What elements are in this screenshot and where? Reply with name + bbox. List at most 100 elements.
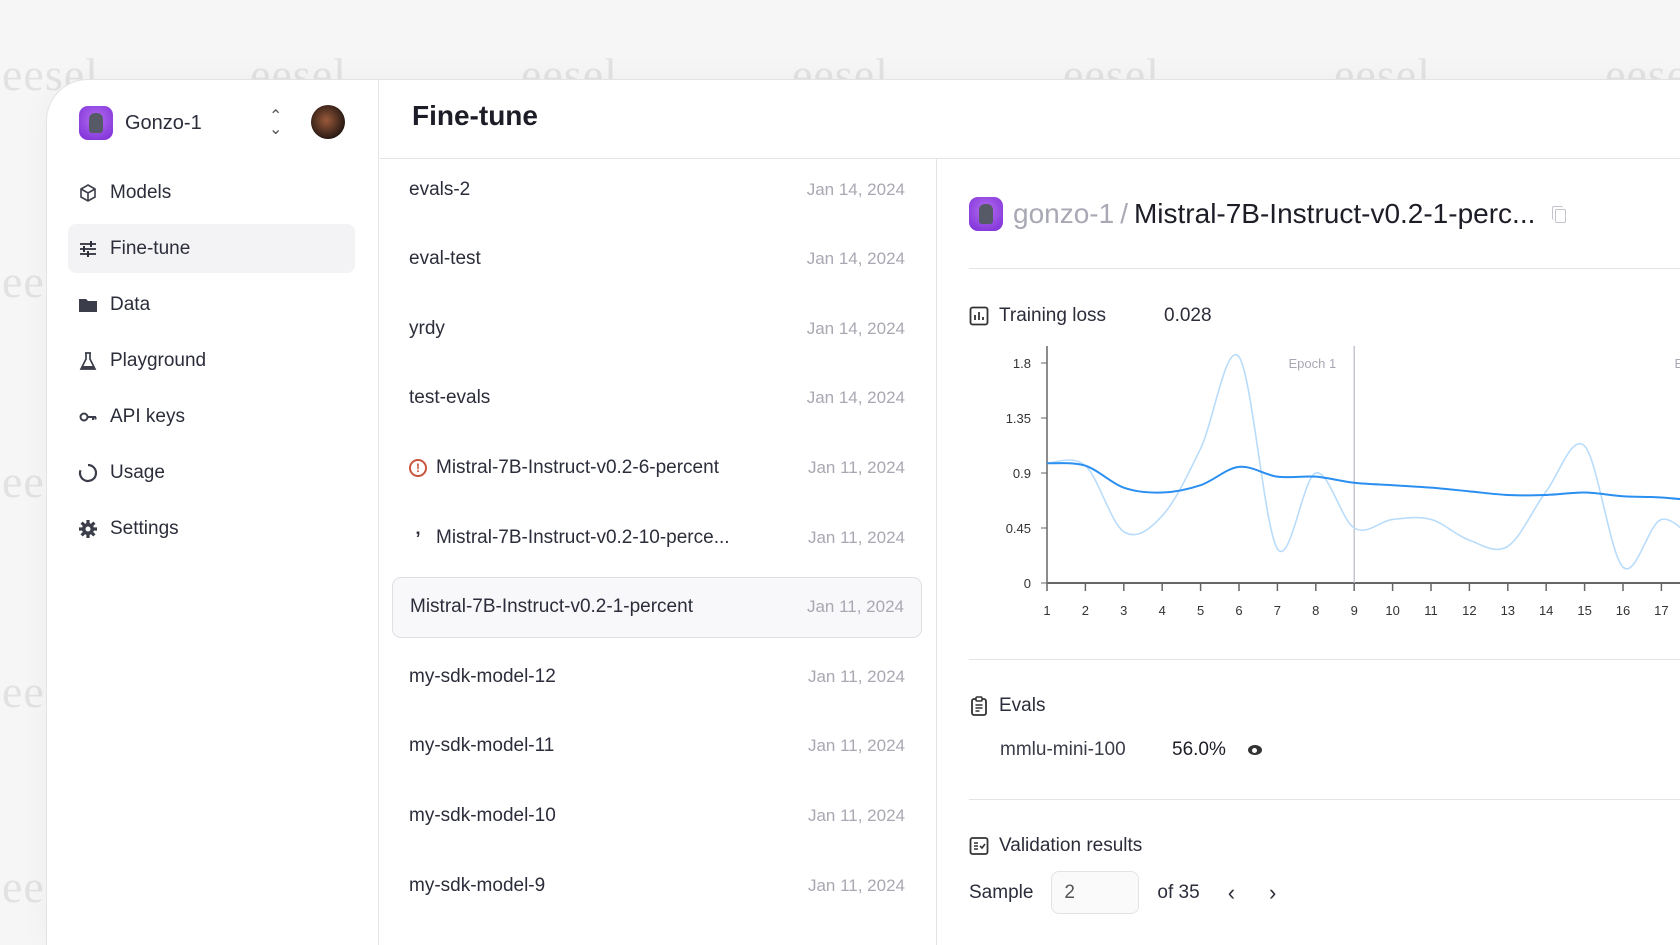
x-tick-label: 14: [1539, 603, 1553, 618]
eval-row: mmlu-mini-100 56.0%: [1000, 739, 1262, 761]
chevron-right-icon[interactable]: ›: [1269, 879, 1277, 905]
y-tick-label: 1.35: [1006, 411, 1031, 426]
sidebar-item-api-keys[interactable]: API keys: [68, 392, 355, 441]
bar-chart-icon: [969, 306, 989, 326]
x-tick-label: 3: [1120, 603, 1127, 618]
sidebar-item-label: API keys: [110, 405, 185, 427]
list-item[interactable]: test-evals Jan 14, 2024: [392, 368, 922, 429]
y-tick-label: 0.9: [1013, 466, 1031, 481]
x-tick-label: 5: [1197, 603, 1204, 618]
list-item[interactable]: eval-test Jan 14, 2024: [392, 229, 922, 290]
checklist-icon: [969, 837, 989, 855]
cube-icon: [78, 183, 98, 203]
item-name: Mistral-7B-Instruct-v0.2-1-percent: [410, 596, 693, 618]
training-loss-value: 0.028: [1164, 305, 1212, 326]
list-item[interactable]: evals-2 Jan 14, 2024: [392, 159, 922, 220]
error-icon: !: [409, 458, 427, 477]
divider: [969, 799, 1680, 800]
divider: [969, 659, 1680, 660]
breadcrumb-separator: /: [1120, 198, 1128, 229]
sidebar-item-playground[interactable]: Playground: [68, 336, 355, 385]
sidebar-item-label: Fine-tune: [110, 237, 191, 259]
item-date: Jan 11, 2024: [807, 736, 905, 756]
item-date: Jan 14, 2024: [806, 388, 905, 408]
item-date: Jan 11, 2024: [807, 527, 905, 547]
list-item[interactable]: my-sdk-model-11 Jan 11, 2024: [392, 716, 922, 777]
loss-series-raw-line: [1046, 353, 1680, 570]
item-name: Mistral-7B-Instruct-v0.2-10-perce...: [436, 526, 730, 548]
chevron-up-down-icon[interactable]: ⌃ ⌄: [269, 108, 283, 138]
evals-header: Evals: [969, 695, 1045, 717]
chevron-left-icon[interactable]: ‹: [1227, 879, 1236, 905]
sidebar-item-data[interactable]: Data: [68, 280, 355, 329]
user-avatar[interactable]: [311, 105, 345, 139]
list-item[interactable]: yrdy Jan 14, 2024: [392, 298, 922, 359]
sample-pager: Sample 2 of 35 ‹ ›: [969, 871, 1282, 914]
sidebar-item-models[interactable]: Models: [68, 168, 355, 217]
validation-label: Validation results: [999, 835, 1143, 856]
evals-label: Evals: [999, 695, 1046, 716]
x-tick-label: 12: [1462, 603, 1476, 618]
org-avatar: [79, 106, 113, 140]
item-date: Jan 11, 2024: [807, 875, 905, 895]
training-loss-header: Training loss 0.028: [969, 305, 1212, 327]
y-tick-label: 1.8: [1013, 356, 1031, 371]
loading-spinner-icon: ’: [415, 528, 421, 550]
divider: [969, 268, 1680, 269]
x-tick-label: 11: [1424, 603, 1438, 618]
x-tick-label: 9: [1351, 603, 1358, 618]
training-loss-chart: 00.450.91.351.81 2 3 4 5 6 7 8 9 10 11 12 13 14 15 16 17…: [1006, 346, 1680, 618]
item-date: Jan 11, 2024: [807, 666, 905, 686]
x-tick-label: 10: [1385, 603, 1399, 618]
sample-input[interactable]: 2: [1051, 871, 1140, 914]
eval-name: mmlu-mini-100: [1000, 739, 1126, 760]
circle-progress-icon: [78, 463, 98, 483]
sample-total: of 35: [1157, 881, 1200, 903]
x-tick-label: 13: [1501, 603, 1515, 618]
loss-series-smoothed-line: [1046, 462, 1680, 501]
sidebar-item-settings[interactable]: Settings: [68, 504, 355, 553]
item-name: my-sdk-model-12: [409, 665, 556, 687]
x-tick-label: 7: [1274, 603, 1281, 618]
detail-panel: gonzo-1 / Mistral-7B-Instruct-v0.2-1-per…: [937, 159, 1680, 945]
list-item[interactable]: my-sdk-model-12 Jan 11, 2024: [392, 646, 922, 707]
sidebar: Gonzo-1 ⌃ ⌄ Models Fine-tune Data Playground…: [47, 80, 379, 945]
sidebar-item-usage[interactable]: Usage: [68, 448, 355, 497]
item-name: yrdy: [409, 317, 445, 339]
y-tick-label: 0: [1024, 576, 1031, 591]
eye-icon[interactable]: [1247, 745, 1262, 755]
sample-label: Sample: [969, 881, 1034, 903]
x-tick-label: 1: [1043, 603, 1050, 618]
model-name: Mistral-7B-Instruct-v0.2-1-perc...: [1133, 198, 1536, 229]
list-item[interactable]: Mistral-7B-Instruct-v0.2-1-percent Jan 11…: [392, 576, 922, 638]
fine-tune-list: evals-2 Jan 14, 2024 eval-test Jan 14, 2024…: [380, 159, 937, 945]
list-item[interactable]: my-sdk-model-9 Jan 11, 2024: [392, 855, 922, 916]
item-name: test-evals: [409, 387, 491, 409]
epoch-label: Epoch 1: [1288, 356, 1336, 371]
sidebar-item-fine-tune[interactable]: Fine-tune: [68, 224, 355, 273]
list-item[interactable]: ! Mistral-7B-Instruct-v0.2-6-percent Jan 1…: [392, 437, 922, 498]
sidebar-item-label: Playground: [110, 349, 207, 371]
breadcrumb-org[interactable]: gonzo-1: [1013, 198, 1115, 229]
item-name: Mistral-7B-Instruct-v0.2-6-percent: [436, 456, 719, 478]
org-switcher[interactable]: Gonzo-1: [79, 106, 202, 140]
item-date: Jan 14, 2024: [806, 249, 905, 269]
list-item[interactable]: my-sdk-model-10 Jan 11, 2024: [392, 785, 922, 846]
app-window: Gonzo-1 ⌃ ⌄ Models Fine-tune Data Playground…: [46, 79, 1680, 945]
model-breadcrumb: gonzo-1 / Mistral-7B-Instruct-v0.2-1-per…: [969, 197, 1567, 231]
item-date: Jan 14, 2024: [806, 179, 905, 199]
sidebar-item-label: Data: [110, 293, 151, 315]
sliders-icon: [78, 239, 98, 259]
x-tick-label: 15: [1577, 603, 1591, 618]
item-date: Jan 11, 2024: [807, 457, 905, 477]
item-date: Jan 11, 2024: [807, 805, 905, 825]
list-item[interactable]: ’ Mistral-7B-Instruct-v0.2-10-perce... Jan…: [392, 507, 922, 568]
item-name: my-sdk-model-11: [409, 735, 555, 757]
copy-icon[interactable]: [1551, 205, 1567, 223]
item-date: Jan 14, 2024: [806, 318, 905, 338]
org-avatar: [969, 197, 1003, 231]
x-tick-label: 16: [1616, 603, 1630, 618]
x-tick-label: 8: [1312, 603, 1319, 618]
sidebar-item-label: Settings: [110, 517, 179, 539]
page-header: Fine-tune: [380, 80, 1680, 159]
